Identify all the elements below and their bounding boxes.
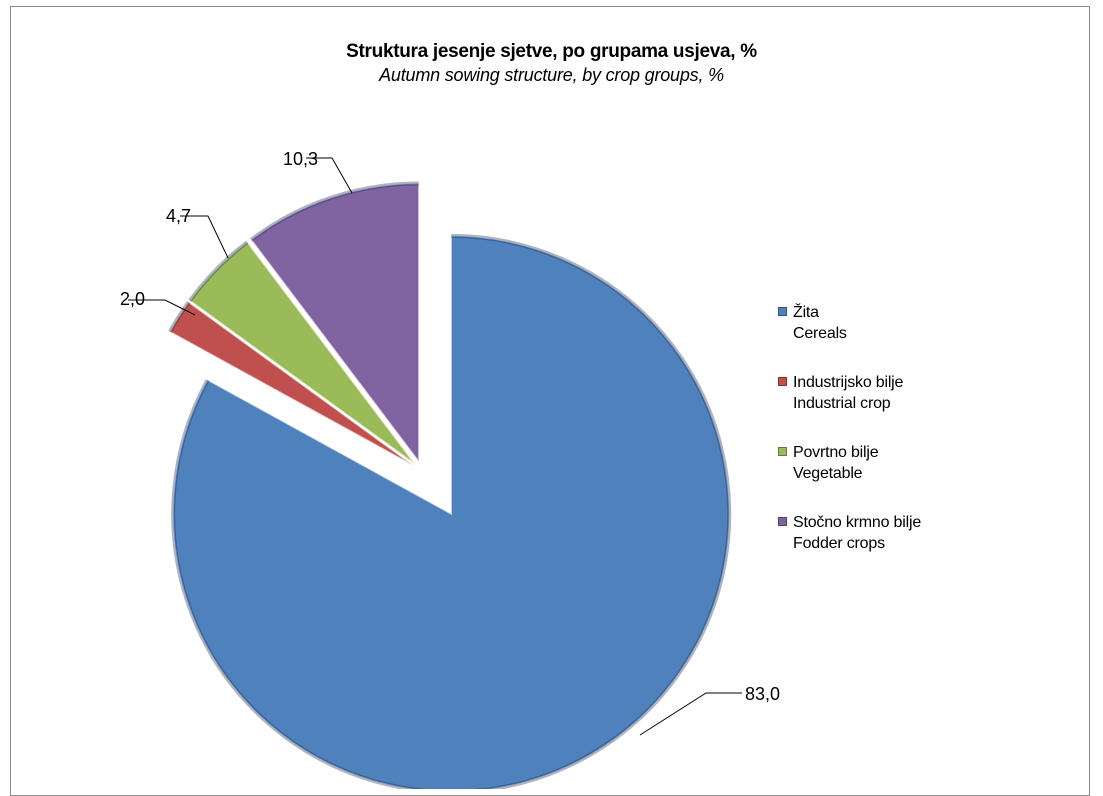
legend-label-cereals: Žita Cereals — [793, 302, 847, 344]
legend-label-cereals-en: Cereals — [793, 323, 847, 344]
legend-swatch-vegetable — [778, 447, 787, 456]
legend-label-industrial-local: Industrijsko bilje — [793, 372, 903, 393]
legend-label-fodder: Stočno krmno bilje Fodder crops — [793, 512, 921, 554]
legend-label-fodder-local: Stočno krmno bilje — [793, 512, 921, 533]
data-label-fodder: 10,3 — [283, 149, 318, 169]
legend-label-cereals-local: Žita — [793, 302, 847, 323]
legend-label-vegetable: Povrtno bilje Vegetable — [793, 442, 878, 484]
legend-swatch-fodder — [778, 517, 787, 526]
pie-slices — [170, 184, 729, 789]
legend-label-vegetable-en: Vegetable — [793, 463, 878, 484]
legend-label-fodder-en: Fodder crops — [793, 533, 921, 554]
legend-label-industrial: Industrijsko bilje Industrial crop — [793, 372, 903, 414]
data-label-cereals: 83,0 — [745, 684, 780, 704]
legend-label-vegetable-local: Povrtno bilje — [793, 442, 878, 463]
legend-swatch-industrial — [778, 377, 787, 386]
data-label-industrial: 2,0 — [120, 289, 145, 309]
legend-swatch-cereals — [778, 307, 787, 316]
legend-label-industrial-en: Industrial crop — [793, 393, 903, 414]
data-label-vegetable: 4,7 — [166, 206, 191, 226]
